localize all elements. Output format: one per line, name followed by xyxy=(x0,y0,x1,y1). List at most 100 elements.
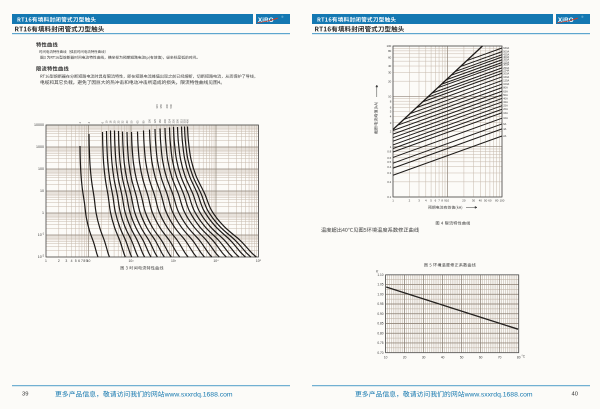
svg-text:16A: 16A xyxy=(503,112,508,115)
svg-text:40: 40 xyxy=(388,64,392,68)
svg-text:30: 30 xyxy=(388,70,392,74)
svg-text:160: 160 xyxy=(158,119,162,124)
svg-text:-2: -2 xyxy=(42,253,45,257)
svg-text:10⁵: 10⁵ xyxy=(256,259,262,263)
svg-text:0.85: 0.85 xyxy=(377,322,383,326)
svg-text:6: 6 xyxy=(435,199,437,203)
svg-text:10A: 10A xyxy=(503,117,508,120)
svg-text:5: 5 xyxy=(430,199,432,203)
svg-text:40: 40 xyxy=(479,199,483,203)
svg-text:4A: 4A xyxy=(503,128,506,131)
svg-text:10: 10 xyxy=(388,94,392,98)
svg-text:0.3: 0.3 xyxy=(387,171,391,175)
svg-text:224A: 224A xyxy=(503,70,509,73)
svg-text:355A: 355A xyxy=(503,59,509,62)
svg-text:0.8: 0.8 xyxy=(387,150,391,154)
svg-text:4: 4 xyxy=(87,121,91,123)
svg-text:0.90: 0.90 xyxy=(377,312,383,316)
svg-text:355: 355 xyxy=(159,104,163,109)
svg-text:1.00: 1.00 xyxy=(377,292,383,296)
svg-text:0.4: 0.4 xyxy=(387,165,391,169)
svg-text:160A: 160A xyxy=(503,76,509,79)
svg-text:40: 40 xyxy=(572,391,578,397)
svg-text:1: 1 xyxy=(390,145,392,149)
svg-text:1: 1 xyxy=(392,199,394,203)
svg-text:40: 40 xyxy=(441,356,445,360)
svg-text:20: 20 xyxy=(462,199,466,203)
svg-text:100: 100 xyxy=(148,119,152,124)
svg-text:2: 2 xyxy=(409,199,411,203)
svg-text:20: 20 xyxy=(403,356,407,360)
svg-text:0.70: 0.70 xyxy=(377,351,383,355)
svg-text:60: 60 xyxy=(388,55,392,59)
svg-text:4: 4 xyxy=(425,199,427,203)
svg-text:8: 8 xyxy=(441,199,443,203)
svg-text:4: 4 xyxy=(390,114,392,118)
svg-text:80: 80 xyxy=(517,356,521,360)
svg-text:0.2: 0.2 xyxy=(387,180,391,184)
svg-text:20A: 20A xyxy=(503,108,508,111)
svg-text:400A: 400A xyxy=(503,56,509,59)
svg-text:2: 2 xyxy=(390,130,392,134)
svg-text:315A: 315A xyxy=(503,61,509,64)
svg-text:25A: 25A xyxy=(503,105,508,108)
svg-text:10²: 10² xyxy=(129,259,135,263)
svg-text:2: 2 xyxy=(58,259,60,263)
svg-text:2: 2 xyxy=(78,121,82,123)
svg-text:39: 39 xyxy=(22,391,28,397)
svg-text:400: 400 xyxy=(165,104,169,109)
svg-text:300: 300 xyxy=(176,119,180,124)
svg-text:1.05: 1.05 xyxy=(377,283,383,287)
svg-text:1: 1 xyxy=(45,259,47,263)
svg-text:-1: -1 xyxy=(42,231,45,235)
svg-text:20: 20 xyxy=(388,79,392,83)
svg-text:0.6: 0.6 xyxy=(387,156,391,160)
svg-text:60: 60 xyxy=(479,356,483,360)
svg-text:125: 125 xyxy=(153,119,157,124)
svg-text:125A: 125A xyxy=(503,80,509,83)
svg-text:70: 70 xyxy=(498,356,502,360)
svg-text:10: 10 xyxy=(105,120,109,123)
svg-text:9: 9 xyxy=(444,199,446,203)
svg-text:315: 315 xyxy=(155,104,159,109)
svg-text:40: 40 xyxy=(125,120,129,123)
svg-text:10: 10 xyxy=(40,189,44,193)
svg-text:200: 200 xyxy=(163,119,167,124)
svg-text:100: 100 xyxy=(386,44,391,48)
svg-text:100: 100 xyxy=(500,199,505,203)
svg-text:3: 3 xyxy=(390,121,392,125)
svg-text:63: 63 xyxy=(136,120,140,123)
svg-text:9: 9 xyxy=(86,259,88,263)
svg-text:500A: 500A xyxy=(503,51,509,54)
svg-text:6A: 6A xyxy=(503,123,506,126)
svg-text:80: 80 xyxy=(388,49,392,53)
svg-text:°C: °C xyxy=(522,355,526,359)
svg-text:10: 10 xyxy=(384,356,388,360)
svg-text:50A: 50A xyxy=(503,94,508,97)
svg-text:5: 5 xyxy=(75,259,77,263)
svg-text:500: 500 xyxy=(169,104,173,109)
svg-text:3: 3 xyxy=(418,199,420,203)
svg-text:30: 30 xyxy=(472,199,476,203)
svg-text:3: 3 xyxy=(65,259,67,263)
svg-text:7: 7 xyxy=(438,199,440,203)
svg-text:6: 6 xyxy=(390,106,392,110)
svg-text:XiRO: XiRO xyxy=(558,17,574,24)
svg-text:630A: 630A xyxy=(503,47,509,50)
svg-text:60: 60 xyxy=(488,199,492,203)
svg-text:100: 100 xyxy=(38,167,44,171)
svg-text:XiRO: XiRO xyxy=(258,17,274,24)
svg-text:0.95: 0.95 xyxy=(377,302,383,306)
svg-text:20: 20 xyxy=(113,120,117,123)
svg-text:10000: 10000 xyxy=(34,123,44,127)
svg-text:400: 400 xyxy=(186,119,190,124)
svg-text:250A: 250A xyxy=(503,67,509,70)
svg-text:40A: 40A xyxy=(503,97,508,100)
svg-text:0.75: 0.75 xyxy=(377,341,383,345)
svg-text:0.5: 0.5 xyxy=(387,160,391,164)
svg-text:10³: 10³ xyxy=(171,259,177,263)
svg-text:10⁴: 10⁴ xyxy=(213,259,219,263)
svg-text:16: 16 xyxy=(109,120,113,123)
svg-text:355: 355 xyxy=(183,119,187,124)
svg-text:25: 25 xyxy=(117,120,121,123)
